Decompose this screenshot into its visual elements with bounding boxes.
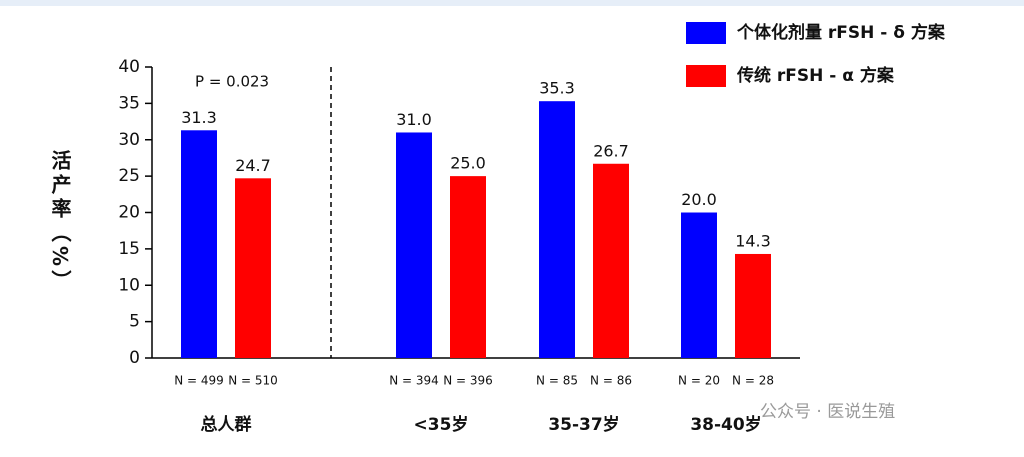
y-tick-label: 40: [118, 57, 140, 77]
value-label: 31.3: [181, 108, 217, 127]
value-label: 14.3: [735, 231, 771, 250]
y-tick-label: 20: [118, 203, 140, 223]
x-tick-label: 总人群: [201, 414, 252, 435]
bar: [181, 130, 217, 358]
legend-label: 个体化剂量 rFSH - δ 方案: [736, 22, 946, 43]
y-tick-label: 25: [118, 166, 140, 186]
value-label: 25.0: [450, 154, 486, 173]
bar: [593, 163, 629, 358]
n-label: N = 85: [536, 374, 578, 388]
x-tick-label: 35-37岁: [548, 414, 619, 435]
legend-label: 传统 rFSH - α 方案: [736, 65, 895, 86]
bar: [396, 132, 432, 358]
y-axis-label: 活产率（%）: [48, 150, 72, 294]
n-label: N = 20: [678, 374, 720, 388]
y-tick-label: 35: [118, 93, 140, 113]
bar: [235, 178, 271, 358]
bar: [681, 212, 717, 358]
n-label: N = 86: [590, 374, 632, 388]
bar: [539, 101, 575, 358]
value-label: 20.0: [681, 190, 717, 209]
value-label: 31.0: [396, 110, 432, 129]
n-label: N = 394: [389, 374, 439, 388]
x-tick-label: 38-40岁: [690, 414, 761, 435]
value-label: 26.7: [593, 141, 629, 160]
n-label: N = 510: [228, 374, 278, 388]
n-label: N = 28: [732, 374, 774, 388]
p-value: P = 0.023: [195, 73, 269, 91]
bar: [450, 176, 486, 358]
y-tick-label: 10: [118, 275, 140, 295]
watermark: 公众号 · 医说生殖: [760, 402, 895, 422]
x-tick-label: <35岁: [414, 414, 469, 435]
y-tick-label: 0: [129, 348, 140, 368]
legend-swatch: [686, 22, 726, 44]
y-tick-label: 5: [129, 312, 140, 332]
n-label: N = 396: [443, 374, 493, 388]
n-label: N = 499: [174, 374, 224, 388]
top-strip: [0, 0, 1024, 6]
legend-swatch: [686, 65, 726, 87]
value-label: 24.7: [235, 156, 271, 175]
y-tick-label: 30: [118, 130, 140, 150]
y-tick-label: 15: [118, 239, 140, 259]
value-label: 35.3: [539, 79, 575, 98]
bar: [735, 253, 771, 358]
